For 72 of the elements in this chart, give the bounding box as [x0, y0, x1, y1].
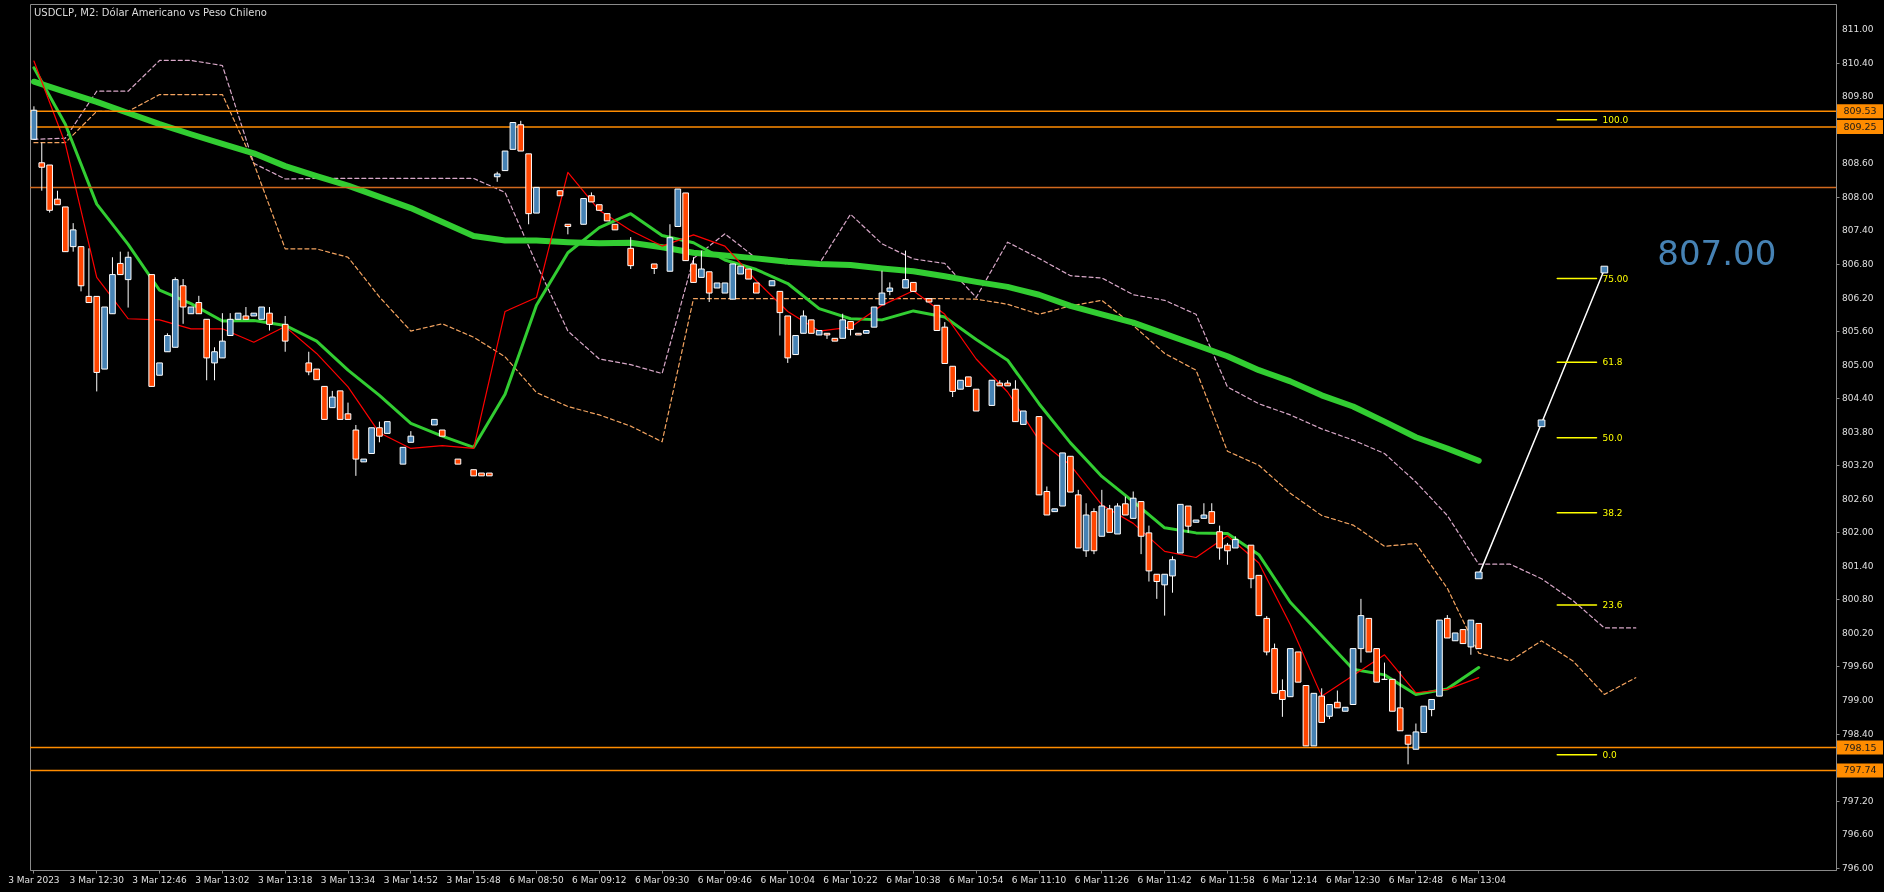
x-tick-label: 6 Mar 09:30 [634, 874, 690, 885]
candlestick [870, 306, 878, 328]
y-tick-label: 796.00 [1842, 862, 1874, 873]
x-tick-label: 3 Mar 2023 [8, 874, 60, 885]
y-tick-label: 810.40 [1842, 57, 1874, 68]
y-tick-label: 799.00 [1842, 695, 1874, 706]
y-tick-label: 803.80 [1842, 426, 1874, 437]
y-tick-label: 796.60 [1842, 829, 1874, 840]
candlestick [878, 270, 886, 306]
annotation: 807.00 [1657, 233, 1777, 274]
x-tick-label: 6 Mar 10:22 [823, 874, 878, 885]
x-tick-label: 6 Mar 11:10 [1011, 874, 1067, 885]
y-tick-label: 803.20 [1842, 460, 1874, 471]
x-tick-label: 3 Mar 13:02 [195, 874, 250, 885]
candlestick [501, 150, 509, 172]
x-tick-label: 6 Mar 10:38 [886, 874, 941, 885]
x-tick-label: 6 Mar 12:14 [1263, 874, 1318, 885]
point [1600, 265, 1609, 274]
x-tick-label: 6 Mar 10:54 [949, 874, 1004, 885]
candlestick [776, 290, 784, 337]
y-tick-label: 801.40 [1842, 560, 1874, 571]
x-tick-label: 3 Mar 12:30 [69, 874, 125, 885]
y-tick-label: 800.80 [1842, 594, 1874, 605]
series-label: 50.0 [1602, 432, 1623, 443]
y-tick-label: 800.20 [1842, 627, 1874, 638]
y-tick-label: 804.40 [1842, 393, 1874, 404]
x-tick-label: 3 Mar 13:34 [320, 874, 376, 885]
series-label: 75.00 [1602, 273, 1629, 284]
y-tick-label: 798.40 [1842, 728, 1874, 739]
y-tick-label: 802.00 [1842, 527, 1874, 538]
chart-title: USDCLP, M2: Dólar Americano vs Peso Chileno [34, 7, 267, 18]
x-tick-label: 6 Mar 09:12 [572, 874, 627, 885]
x-tick-label: 6 Mar 12:48 [1388, 874, 1444, 885]
x-tick-label: 3 Mar 12:46 [132, 874, 188, 885]
x-tick-label: 6 Mar 11:26 [1074, 874, 1130, 885]
series-label: 61.8 [1602, 357, 1623, 368]
series-label: 38.2 [1602, 507, 1623, 518]
y-tick-label: 806.80 [1842, 258, 1874, 269]
y-tick-label: 802.60 [1842, 493, 1874, 504]
x-tick-label: 6 Mar 13:04 [1451, 874, 1507, 885]
y-tick-label: 805.00 [1842, 359, 1874, 370]
y-tick-label: 807.40 [1842, 225, 1874, 236]
y-tick-label: 805.60 [1842, 326, 1874, 337]
x-tick-label: 6 Mar 12:30 [1325, 874, 1381, 885]
ref-line-label: 797.74 [1843, 764, 1877, 776]
y-tick-label: 809.80 [1842, 91, 1874, 102]
x-tick-label: 3 Mar 13:18 [258, 874, 313, 885]
series-label: 100.0 [1602, 114, 1629, 125]
x-tick-label: 3 Mar 14:52 [383, 874, 439, 885]
series-label: 23.6 [1602, 600, 1623, 610]
candlestick [564, 223, 572, 235]
x-tick-label: 6 Mar 09:46 [697, 874, 753, 885]
candlestick [281, 315, 289, 353]
ref-line-label: 809.25 [1843, 121, 1877, 132]
y-tick-label: 797.20 [1842, 795, 1874, 806]
x-tick-label: 6 Mar 08:50 [509, 874, 564, 885]
y-tick-label: 808.60 [1842, 158, 1874, 169]
point [1474, 571, 1483, 580]
ref-line-label: 798.15 [1843, 741, 1877, 753]
y-tick-label: 799.60 [1842, 661, 1874, 672]
x-tick-label: 3 Mar 15:48 [446, 874, 502, 885]
y-tick-label: 811.00 [1842, 24, 1874, 35]
x-tick-label: 6 Mar 11:58 [1200, 874, 1255, 885]
series-label: 0.0 [1602, 749, 1618, 760]
x-tick-label: 6 Mar 11:42 [1137, 874, 1192, 885]
y-tick-label: 808.00 [1842, 191, 1874, 202]
candlestick [972, 388, 980, 412]
y-tick-label: 806.20 [1842, 292, 1874, 303]
ref-line-label: 809.53 [1843, 105, 1877, 117]
x-tick-label: 6 Mar 10:04 [760, 874, 816, 885]
candlestick [627, 236, 635, 270]
point [1537, 419, 1546, 428]
